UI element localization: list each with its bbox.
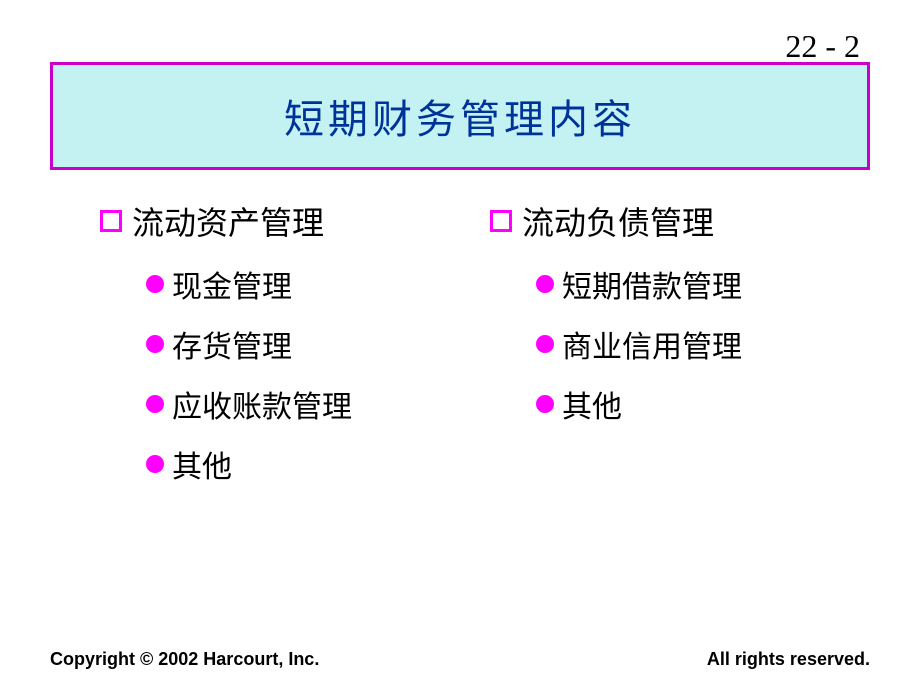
circle-bullet-icon xyxy=(146,335,164,353)
circle-bullet-icon xyxy=(536,395,554,413)
item-text: 存货管理 xyxy=(172,322,292,366)
circle-bullet-icon xyxy=(146,455,164,473)
list-item: 其他 xyxy=(536,382,860,426)
item-text: 其他 xyxy=(172,442,232,486)
list-item: 现金管理 xyxy=(146,262,470,306)
circle-bullet-icon xyxy=(146,275,164,293)
slide-title: 短期财务管理内容 xyxy=(284,87,636,145)
item-text: 现金管理 xyxy=(172,262,292,306)
square-bullet-icon xyxy=(490,210,512,232)
title-box: 短期财务管理内容 xyxy=(50,62,870,170)
list-item: 应收账款管理 xyxy=(146,382,470,426)
footer: Copyright © 2002 Harcourt, Inc. All righ… xyxy=(50,649,870,670)
circle-bullet-icon xyxy=(536,335,554,353)
left-column: 流动资产管理 现金管理 存货管理 应收账款管理 其他 xyxy=(100,198,470,502)
list-item: 其他 xyxy=(146,442,470,486)
item-text: 应收账款管理 xyxy=(172,382,352,426)
content-columns: 流动资产管理 现金管理 存货管理 应收账款管理 其他 流动负债管理 短期借款管理 xyxy=(100,198,860,502)
list-item: 商业信用管理 xyxy=(536,322,860,366)
list-item: 存货管理 xyxy=(146,322,470,366)
rights-text: All rights reserved. xyxy=(707,649,870,670)
copyright-text: Copyright © 2002 Harcourt, Inc. xyxy=(50,649,319,670)
item-text: 其他 xyxy=(562,382,622,426)
circle-bullet-icon xyxy=(146,395,164,413)
item-text: 商业信用管理 xyxy=(562,322,742,366)
right-column: 流动负债管理 短期借款管理 商业信用管理 其他 xyxy=(490,198,860,502)
heading-text: 流动负债管理 xyxy=(522,198,714,244)
list-heading: 流动负债管理 xyxy=(490,198,860,244)
page-number: 22 - 2 xyxy=(785,28,860,65)
heading-text: 流动资产管理 xyxy=(132,198,324,244)
circle-bullet-icon xyxy=(536,275,554,293)
square-bullet-icon xyxy=(100,210,122,232)
list-item: 短期借款管理 xyxy=(536,262,860,306)
list-heading: 流动资产管理 xyxy=(100,198,470,244)
item-text: 短期借款管理 xyxy=(562,262,742,306)
